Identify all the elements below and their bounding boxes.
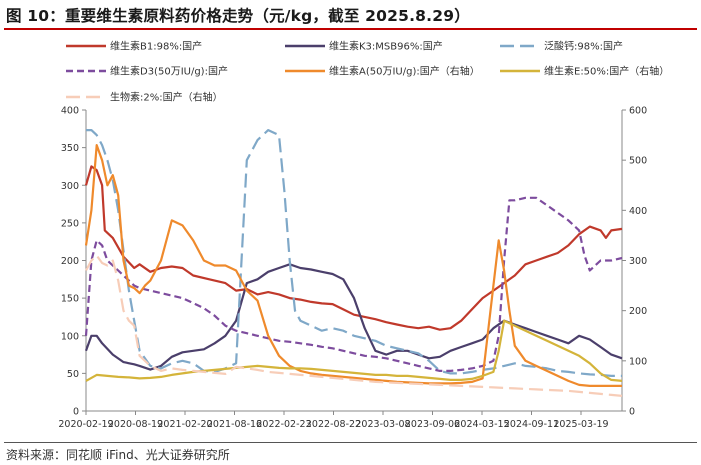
x-tick-label: 2025-03-19 — [553, 419, 608, 430]
left-tick-label: 0 — [73, 407, 79, 418]
left-tick-label: 50 — [67, 369, 79, 380]
chart-legend: 维生素B1:98%:国产 维生素K3:MSB96%:国产 泛酸钙:98%:国产维生素… — [66, 40, 669, 104]
right-tick-label: 400 — [629, 206, 647, 217]
chart-axes: 0 50 100 150 200 250 300 350 400 0 100 200 300 400 500… — [58, 106, 647, 431]
x-tick-label: 2024-09-11 — [504, 419, 559, 430]
right-tick-label: 300 — [629, 256, 647, 267]
x-tick-label: 2024-03-15 — [454, 419, 509, 430]
legend-label-3: 泛酸钙:98%:国产 — [544, 40, 623, 53]
legend-label-2: 维生素K3:MSB96%:国产 — [329, 40, 443, 53]
legend-label-4: 维生素D3(50万IU/g):国产 — [110, 65, 228, 78]
series-line-2 — [84, 263, 623, 371]
price-chart: 维生素B1:98%:国产 维生素K3:MSB96%:国产 泛酸钙:98%:国产维生素… — [58, 40, 669, 431]
left-tick-label: 100 — [61, 331, 79, 342]
x-tick-label: 2021-08-16 — [207, 419, 262, 430]
left-tick-label: 200 — [61, 256, 79, 267]
series-line-6 — [85, 319, 623, 382]
legend-label-1: 维生素B1:98%:国产 — [110, 40, 202, 53]
right-tick-label: 0 — [629, 407, 635, 418]
x-tick-label: 2022-02-23 — [256, 419, 311, 430]
source-note: 资料来源：同花顺 iFind、光大证券研究所 — [6, 448, 230, 462]
right-tick-label: 100 — [629, 356, 647, 367]
series-line-4 — [84, 196, 623, 372]
left-tick-label: 250 — [61, 218, 79, 229]
x-tick-label: 2020-02-19 — [58, 419, 113, 430]
series-line-1 — [84, 165, 623, 331]
legend-label-7: 生物素:2%:国产（右轴） — [110, 91, 223, 104]
x-tick-label: 2022-08-22 — [306, 419, 361, 430]
left-tick-label: 400 — [61, 106, 79, 117]
right-tick-label: 200 — [629, 306, 647, 317]
left-tick-label: 300 — [61, 181, 79, 192]
x-tick-label: 2023-09-06 — [405, 419, 460, 430]
title-rule — [4, 28, 697, 30]
legend-label-5: 维生素A(50万IU/g):国产（右轴） — [329, 65, 480, 78]
source-rule — [4, 442, 697, 443]
x-tick-label: 2021-02-20 — [157, 419, 212, 430]
x-tick-label: 2020-08-19 — [108, 419, 163, 430]
chart-title: 图 10：重要维生素原料药价格走势（元/kg，截至 2025.8.29） — [6, 7, 470, 25]
series-line-3 — [86, 129, 622, 377]
legend-label-6: 维生素E:50%:国产（右轴） — [544, 65, 669, 78]
left-tick-label: 350 — [61, 143, 79, 154]
right-tick-label: 600 — [629, 106, 647, 117]
right-tick-label: 500 — [629, 156, 647, 167]
series-lines — [84, 129, 623, 397]
series-line-5 — [84, 144, 622, 387]
x-tick-label: 2023-03-08 — [355, 419, 410, 430]
left-tick-label: 150 — [61, 294, 79, 305]
